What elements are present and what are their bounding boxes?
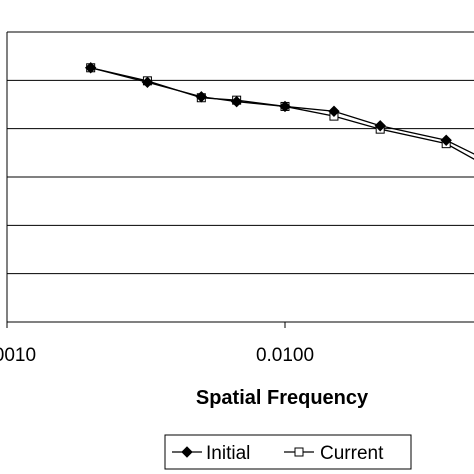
legend-marker <box>294 447 304 457</box>
data-point <box>84 62 97 74</box>
data-point <box>141 76 154 88</box>
gridlines <box>7 31 474 323</box>
series-layer <box>84 62 474 160</box>
x-tick-label: 0.0100 <box>256 345 314 366</box>
data-point <box>195 91 208 103</box>
data-point <box>374 120 386 132</box>
legend-label: Initial <box>206 443 250 464</box>
legend-item: Current <box>284 443 384 464</box>
x-axis-title: Spatial Frequency <box>196 387 369 409</box>
data-point <box>230 95 243 108</box>
legend-marker <box>181 446 193 458</box>
legend-item: Initial <box>172 443 250 464</box>
legend: Initial Current <box>164 434 412 470</box>
data-point <box>328 105 340 117</box>
legend-label: Current <box>320 443 384 464</box>
x-axis-ticks: 0.0010 0.0100 <box>0 322 314 366</box>
series-initial <box>84 62 474 155</box>
x-tick-label: 0.0010 <box>0 345 36 366</box>
data-point <box>279 100 291 113</box>
data-point <box>440 134 452 146</box>
